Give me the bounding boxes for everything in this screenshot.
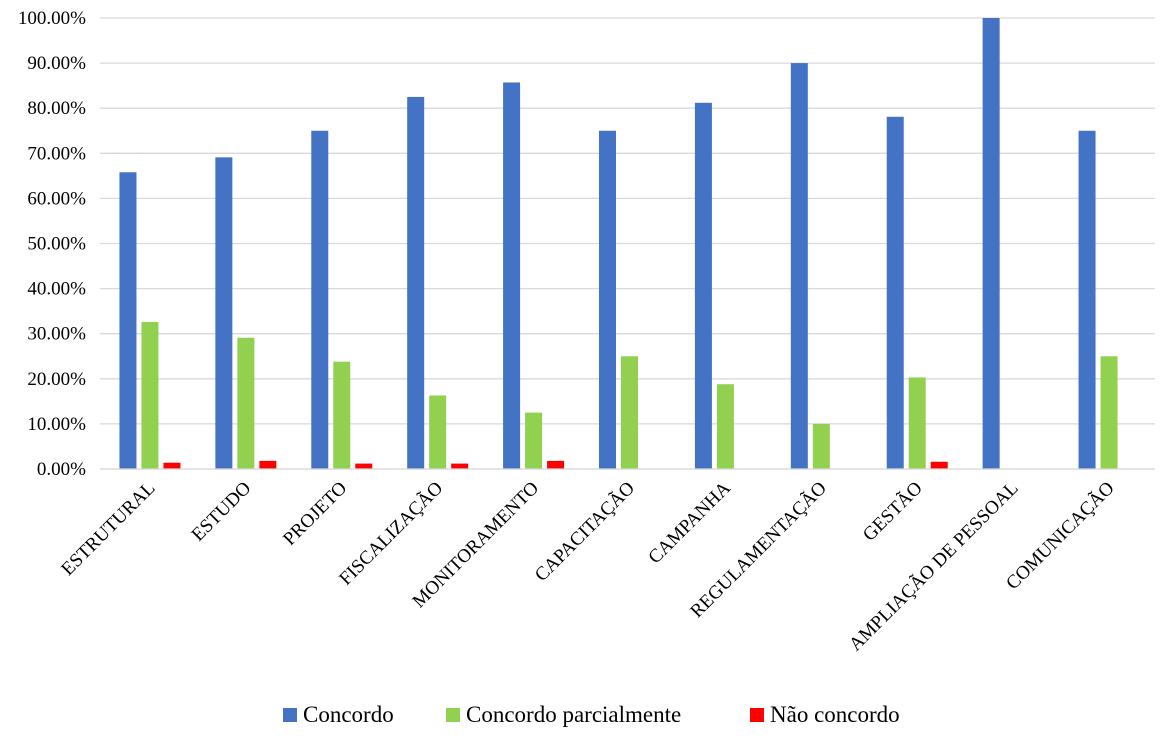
bar-concordo-parcialmente [908, 377, 926, 469]
y-tick-label: 90.00% [27, 53, 86, 74]
bar-concordo-parcialmente [429, 395, 447, 469]
bars [119, 18, 1118, 470]
y-tick-label: 70.00% [27, 143, 86, 164]
y-tick-label: 30.00% [27, 324, 86, 345]
bar-concordo-parcialmente [716, 384, 734, 469]
bar-concordo [599, 130, 616, 469]
bar-não-concordo [163, 462, 181, 469]
bar-concordo-parcialmente [812, 423, 830, 469]
legend-swatch [750, 708, 764, 722]
bar-não-concordo [451, 463, 469, 469]
gridlines [100, 17, 1155, 470]
y-tick-label: 50.00% [27, 234, 86, 255]
bar-não-concordo [930, 461, 948, 469]
bar-concordo [790, 63, 808, 469]
bar-concordo-parcialmente [333, 361, 351, 469]
bar-não-concordo [547, 460, 565, 469]
bar-concordo [1078, 130, 1096, 469]
y-tick-label: 0.00% [37, 459, 86, 480]
bar-concordo [407, 96, 425, 470]
x-tick-label: PROJETO [279, 478, 351, 550]
bar-não-concordo [259, 460, 277, 469]
y-tick-label: 40.00% [27, 279, 86, 300]
bar-concordo-parcialmente [621, 356, 638, 469]
y-tick-label: 20.00% [27, 369, 86, 390]
y-axis: 0.00% 10.00% 20.00% 30.00% 40.00% 50.00% 60.00… [18, 8, 86, 480]
bar-concordo [215, 157, 233, 469]
legend-label: Não concordo [770, 702, 900, 727]
legend: Concordo Concordo parcialmente Não concord… [283, 702, 900, 727]
bar-não-concordo [355, 463, 373, 469]
bar-concordo [503, 82, 521, 470]
legend-swatch [283, 708, 297, 722]
bar-concordo [694, 102, 712, 470]
x-tick-label: ESTUDO [188, 478, 256, 546]
y-tick-label: 100.00% [18, 8, 86, 29]
bar-concordo [982, 18, 1000, 469]
x-tick-label: CAPACITAÇÃO [530, 477, 639, 586]
bar-concordo-parcialmente [141, 321, 159, 469]
bar-concordo [311, 130, 329, 469]
y-tick-label: 60.00% [27, 188, 86, 209]
bar-concordo-parcialmente [525, 412, 543, 469]
legend-label: Concordo [303, 702, 394, 727]
bar-concordo [886, 116, 904, 470]
legend-swatch [446, 708, 460, 722]
bar-concordo-parcialmente [1100, 356, 1118, 469]
x-tick-label: FISCALIZAÇÃO [335, 477, 448, 590]
x-tick-label: CAMPANHA [644, 477, 735, 568]
x-tick-label: GESTÃO [858, 477, 927, 546]
legend-label: Concordo parcialmente [466, 702, 681, 727]
y-tick-label: 10.00% [27, 414, 86, 435]
bar-concordo [119, 172, 137, 469]
bar-concordo-parcialmente [237, 337, 255, 469]
x-tick-label: ESTRUTURAL [57, 478, 159, 580]
x-axis: ESTRUTURAL ESTUDO PROJETOFISCALIZAÇÃOMONIT… [57, 468, 1155, 655]
y-tick-label: 80.00% [27, 98, 86, 119]
x-tick-label: AMPLIAÇÃO DE PESSOAL [844, 477, 1022, 655]
